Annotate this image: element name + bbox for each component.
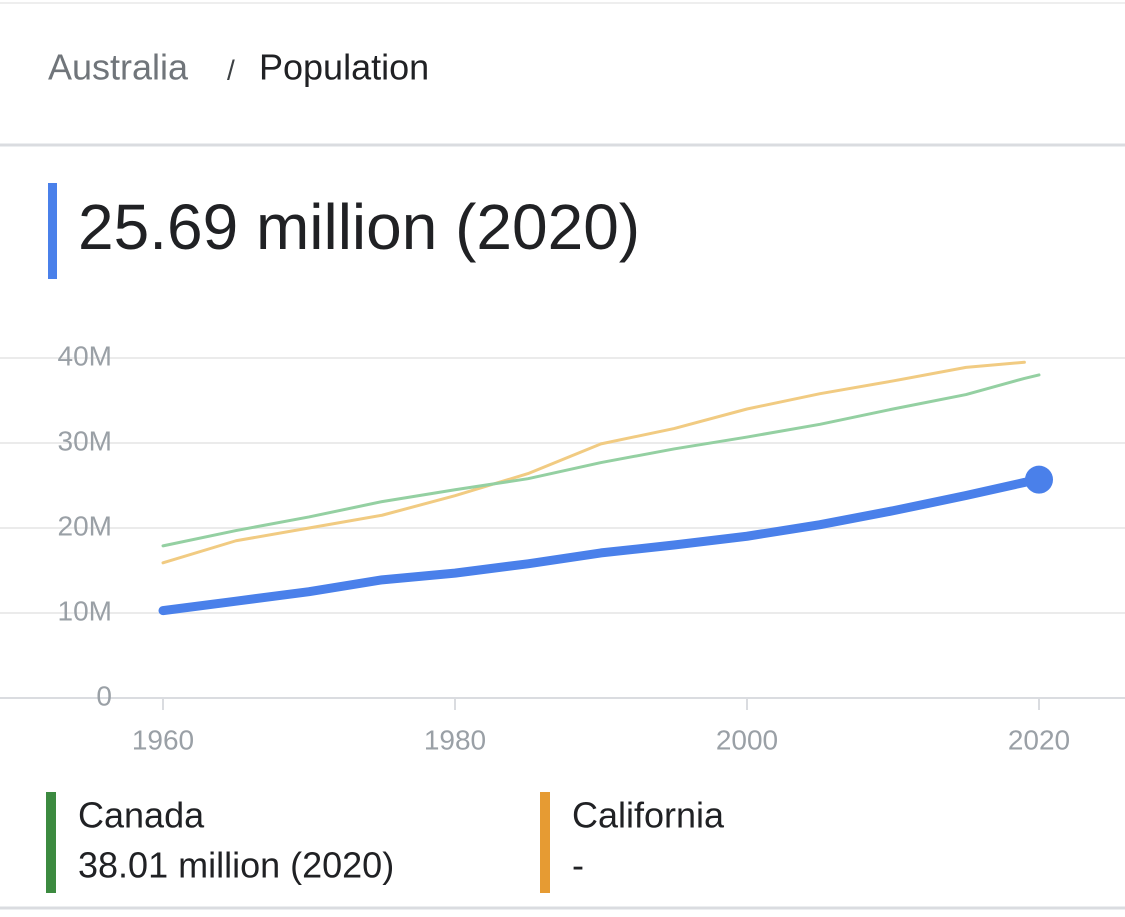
x-tick-label: 2000 (716, 724, 778, 755)
plot: 0 10M 20M 30M 40M 1960 1980 2000 2020 (0, 340, 1125, 755)
legend: Canada 38.01 million (2020) California - (46, 792, 725, 893)
end-point (1025, 465, 1053, 494)
x-tick-label: 2020 (1008, 724, 1070, 755)
legend-name: Canada (78, 795, 205, 836)
legend-summary: - (572, 845, 584, 886)
x-tick-label: 1980 (424, 724, 486, 755)
series-line (161, 360, 1026, 565)
headline-accent (48, 183, 57, 279)
y-tick-label: 10M (58, 595, 112, 626)
legend-name: California (572, 795, 725, 836)
y-tick-label: 20M (58, 510, 112, 541)
headline: 25.69 million (2020) (78, 191, 640, 263)
legend-swatch (46, 792, 56, 893)
legend-summary: 38.01 million (2020) (78, 845, 394, 886)
x-tick-label: 1960 (132, 724, 194, 755)
series-line (161, 373, 1041, 548)
legend-swatch (540, 792, 550, 893)
y-tick-label: 0 (96, 680, 112, 711)
breadcrumb-title: Population (259, 47, 429, 88)
series-line (158, 475, 1044, 616)
breadcrumb-separator: / (227, 54, 235, 85)
y-tick-label: 30M (58, 425, 112, 456)
breadcrumb-entity[interactable]: Australia (48, 47, 189, 88)
y-tick-label: 40M (58, 340, 112, 371)
